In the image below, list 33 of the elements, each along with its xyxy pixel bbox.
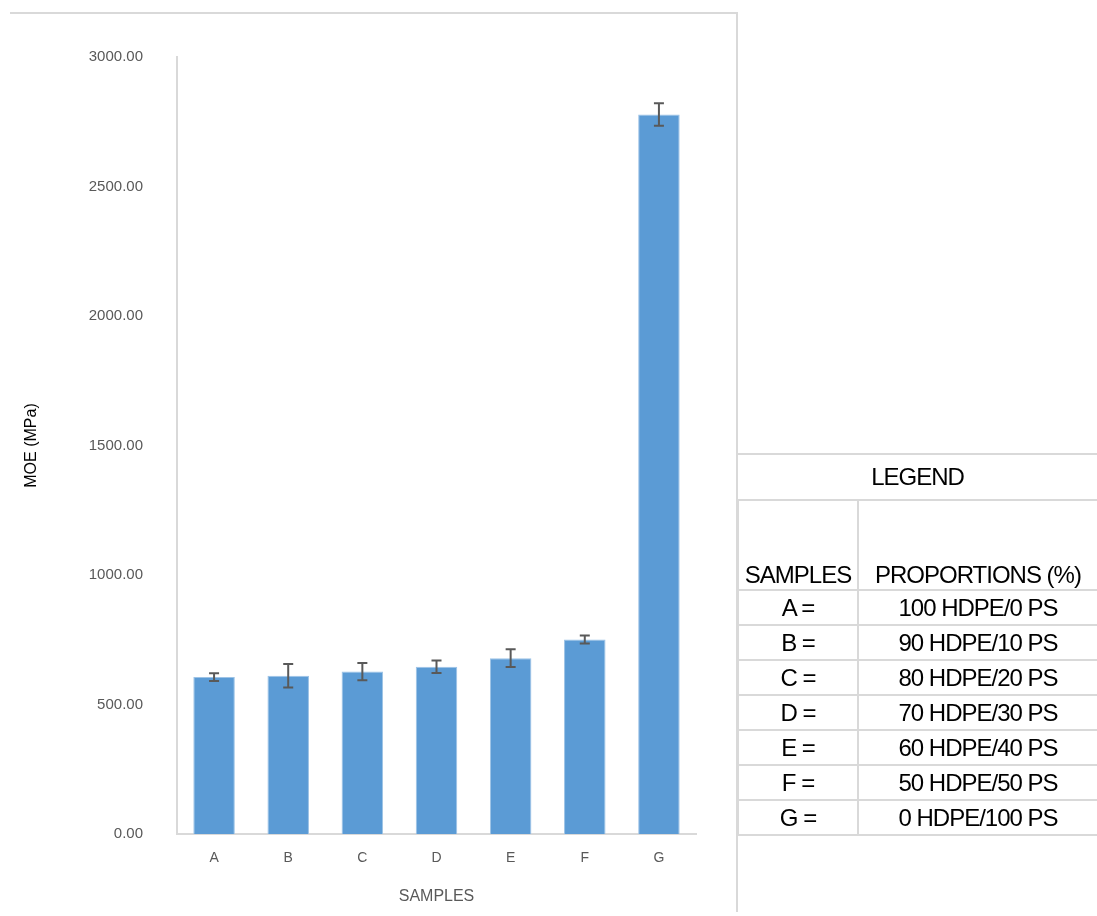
text: F = (738, 765, 858, 800)
x-axis-title: SAMPLES (398, 886, 475, 904)
text: 0 HDPE/100 PS (858, 800, 1097, 835)
text: C = (738, 660, 858, 695)
text: PROPORTIONS (%) (858, 500, 1097, 590)
x-tick-label: G (653, 849, 665, 866)
text: LEGEND (738, 454, 1097, 500)
y-tick-label: 1000.00 (88, 565, 143, 583)
text: 50 HDPE/50 PS (858, 765, 1097, 800)
text: E = (738, 730, 858, 765)
text: 60 HDPE/40 PS (858, 730, 1097, 765)
text: G = (738, 800, 858, 835)
x-tick-label: C (357, 849, 368, 866)
text: 80 HDPE/20 PS (858, 660, 1097, 695)
y-tick-label: 1500.00 (88, 435, 143, 453)
text: A = (738, 590, 858, 625)
text: SAMPLES (738, 500, 858, 590)
x-tick-label: D (431, 849, 442, 866)
text: 100 HDPE/0 PS (858, 590, 1097, 625)
y-tick-label: 500.00 (97, 694, 143, 712)
text: B = (738, 625, 858, 660)
x-tick-label: F (580, 849, 590, 866)
y-axis-title: MOE (MPa) (22, 403, 40, 488)
text: D = (738, 695, 858, 730)
y-tick-label: 3000.00 (88, 47, 143, 65)
x-tick-label: E (505, 849, 516, 866)
text: 70 HDPE/30 PS (858, 695, 1097, 730)
y-tick-label: 0.00 (113, 824, 143, 842)
x-tick-label: A (209, 849, 220, 866)
text: 90 HDPE/10 PS (858, 625, 1097, 660)
x-tick-label: B (283, 849, 293, 866)
y-tick-label: 2500.00 (88, 176, 143, 194)
y-tick-label: 2000.00 (88, 306, 143, 324)
